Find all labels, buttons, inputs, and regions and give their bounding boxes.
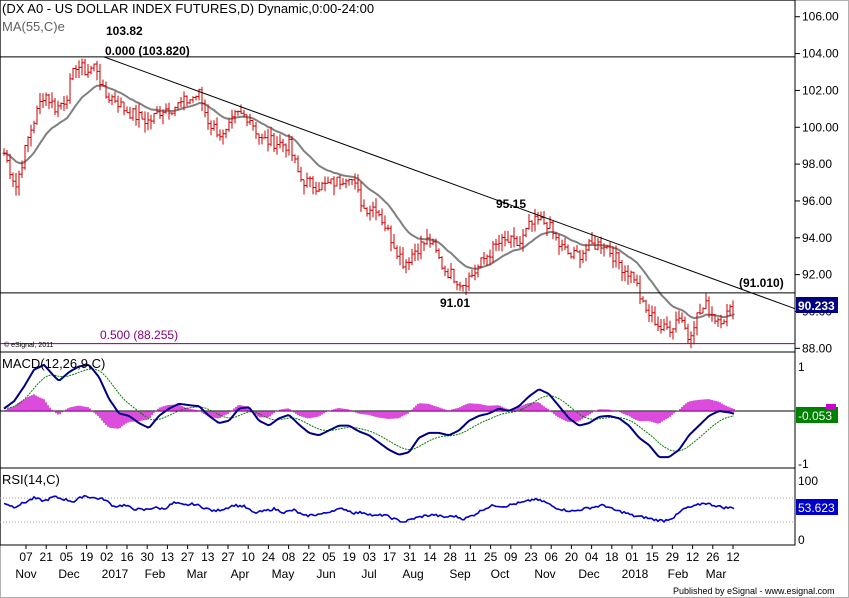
price-ytick-label: 96.00 — [802, 194, 832, 208]
price-ytick-label: 106.00 — [802, 10, 839, 24]
x-axis: 07 21 05 19 02 16 30 13 27 13 27 10 24 08 22 05 19 03 17 31… — [0, 544, 795, 581]
x-tick-label: 17 — [383, 550, 397, 564]
macd-line — [3, 363, 735, 459]
x-tick-label: 27 — [181, 550, 195, 564]
trendline — [103, 56, 796, 310]
swing-high-label: 95.15 — [496, 197, 526, 211]
x-tick-label: 23 — [524, 550, 538, 564]
x-tick-label: 04 — [585, 550, 599, 564]
x-tick-label: 31 — [403, 550, 417, 564]
x-tick-label: 09 — [504, 550, 518, 564]
x-month-label: Sep — [449, 567, 471, 581]
fib-zero-label: 0.000 (103.820) — [105, 44, 190, 58]
x-tick-label: 13 — [201, 550, 215, 564]
rsi-title: RSI(14,C) — [2, 472, 60, 487]
x-month-label: 2017 — [102, 567, 129, 581]
x-tick-label: 28 — [444, 550, 458, 564]
last-price-value: 90.233 — [798, 299, 835, 313]
macd-panel — [0, 351, 796, 469]
footer-text: Published by eSignal - www.esignal.com — [673, 586, 835, 596]
x-tick-label: 07 — [19, 550, 33, 564]
trendline-value-label: (91.010) — [739, 276, 784, 290]
x-month-label: Dec — [578, 567, 599, 581]
symbol-title: (DX A0 - US DOLLAR INDEX FUTURES,D) Dyna… — [2, 1, 374, 16]
rsi-ytick-bottom: 0 — [798, 533, 805, 547]
x-month-label: Nov — [15, 567, 36, 581]
x-tick-label: 03 — [363, 550, 377, 564]
x-month-label: Apr — [231, 567, 250, 581]
x-tick-label: 05 — [60, 550, 74, 564]
x-tick-label: 02 — [100, 550, 114, 564]
macd-title: MACD(12,26,9,C) — [2, 356, 105, 371]
x-tick-label: 18 — [605, 550, 619, 564]
price-panel — [0, 0, 796, 353]
moving-average-line — [3, 84, 734, 320]
x-month-label: Feb — [145, 567, 166, 581]
macd-last-value: -0.053 — [798, 409, 832, 423]
x-tick-label: 20 — [565, 550, 579, 564]
low-label: 91.01 — [440, 296, 470, 310]
rsi-last-value: 53.623 — [798, 501, 835, 515]
macd-ytick-top: 1 — [798, 360, 805, 374]
x-month-label: Jun — [316, 567, 335, 581]
high-label: 103.82 — [106, 24, 143, 38]
x-tick-label: 05 — [322, 550, 336, 564]
rsi-value-badge: 53.623 — [796, 499, 838, 515]
x-tick-label: 29 — [666, 550, 680, 564]
x-tick-label: 15 — [646, 550, 660, 564]
x-month-label: Mar — [706, 567, 727, 581]
price-ytick-label: 98.00 — [802, 157, 832, 171]
x-tick-label: 08 — [282, 550, 296, 564]
x-month-label: Oct — [491, 567, 510, 581]
x-tick-label: 01 — [625, 550, 639, 564]
x-tick-label: 24 — [262, 550, 276, 564]
x-month-label: Nov — [534, 567, 555, 581]
x-tick-label: 25 — [484, 550, 498, 564]
x-tick-label: 11 — [464, 550, 477, 564]
ma-legend: MA(55,C)e — [2, 19, 65, 34]
x-month-label: 2018 — [622, 567, 649, 581]
x-tick-label: 06 — [545, 550, 559, 564]
fib-half-label: 0.500 (88.255) — [100, 328, 178, 342]
x-tick-label: 19 — [80, 550, 94, 564]
x-month-label: May — [272, 567, 295, 581]
x-tick-label: 13 — [161, 550, 175, 564]
x-tick-label: 14 — [423, 550, 437, 564]
x-tick-label: 22 — [302, 550, 316, 564]
price-y-axis: 88.0090.0092.0094.0096.0098.00100.00102.… — [795, 10, 839, 355]
x-month-label: Aug — [402, 567, 423, 581]
x-tick-label: 26 — [706, 550, 720, 564]
price-ytick-label: 100.00 — [802, 120, 839, 134]
x-month-label: Feb — [668, 567, 689, 581]
price-ytick-label: 94.00 — [802, 231, 832, 245]
price-ytick-label: 88.00 — [802, 341, 832, 355]
price-ytick-label: 104.00 — [802, 47, 839, 61]
x-tick-label: 10 — [242, 550, 256, 564]
price-ytick-label: 92.00 — [802, 268, 832, 282]
x-month-label: Jul — [361, 567, 376, 581]
copyright-text: © eSignal, 2011 — [4, 341, 54, 349]
rsi-ytick-top: 100 — [798, 474, 818, 488]
x-month-label: Mar — [187, 567, 208, 581]
x-tick-label: 19 — [343, 550, 357, 564]
macd-value-badge: -0.053 — [796, 404, 838, 423]
x-tick-label: 21 — [40, 550, 54, 564]
x-tick-label: 16 — [120, 550, 134, 564]
x-tick-label: 30 — [141, 550, 155, 564]
x-tick-label: 12 — [686, 550, 700, 564]
price-ytick-label: 102.00 — [802, 83, 839, 97]
rsi-line — [3, 494, 735, 524]
x-tick-label: 12 — [726, 550, 740, 564]
last-price-badge: 90.233 — [796, 297, 838, 313]
x-tick-label: 27 — [221, 550, 235, 564]
x-month-label: Dec — [58, 567, 79, 581]
macd-ytick-bottom: -1 — [798, 457, 809, 471]
